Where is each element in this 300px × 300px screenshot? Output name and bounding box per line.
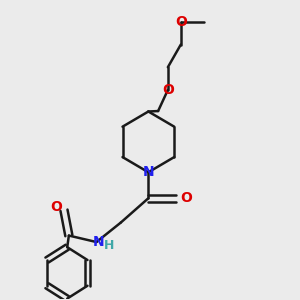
- Text: O: O: [175, 15, 187, 29]
- Text: H: H: [104, 239, 115, 252]
- Text: N: N: [92, 235, 104, 249]
- Text: N: N: [142, 165, 154, 179]
- Text: O: O: [50, 200, 62, 214]
- Text: O: O: [180, 191, 192, 205]
- Text: O: O: [162, 83, 174, 97]
